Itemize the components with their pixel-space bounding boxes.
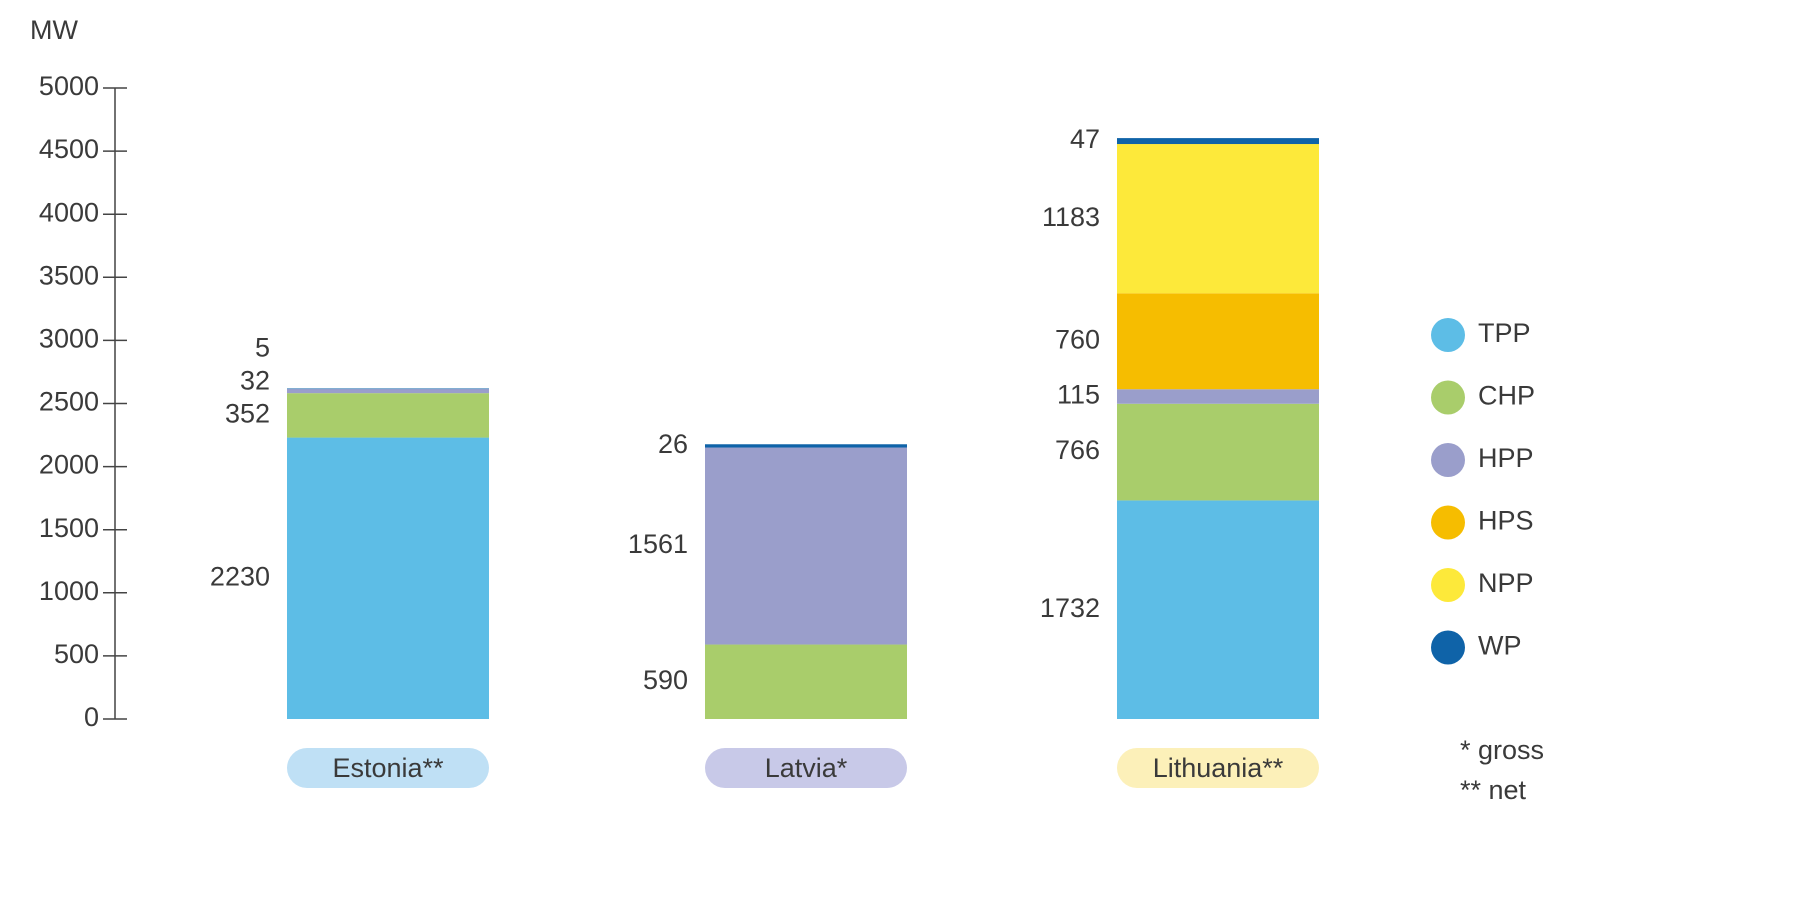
- bar-segment: [1117, 138, 1319, 145]
- y-tick-label: 3500: [39, 260, 99, 290]
- value-label: 760: [1055, 324, 1100, 354]
- legend-label: HPP: [1478, 443, 1534, 473]
- y-tick-label: 500: [54, 639, 99, 669]
- category-pill: [287, 748, 489, 788]
- value-label: 32: [240, 365, 270, 395]
- legend-label: TPP: [1478, 318, 1531, 348]
- value-label: 766: [1055, 435, 1100, 465]
- bar-segment: [1117, 293, 1319, 390]
- value-label: 2230: [210, 561, 270, 591]
- value-label: 1183: [1042, 202, 1100, 232]
- note: ** net: [1460, 775, 1527, 805]
- bar-segment: [705, 644, 907, 719]
- y-tick-label: 4000: [39, 197, 99, 227]
- bar-segment: [287, 393, 489, 438]
- bar-segment: [1117, 144, 1319, 294]
- legend-label: CHP: [1478, 381, 1535, 411]
- legend-swatch: [1431, 505, 1465, 540]
- x-tick-label: Lithuania**: [1153, 753, 1284, 783]
- y-tick-label: 3000: [39, 324, 99, 354]
- y-tick-label: 5000: [39, 71, 99, 101]
- y-tick-label: 1500: [39, 513, 99, 543]
- value-label: 1561: [628, 529, 688, 559]
- bar-segment: [705, 447, 907, 645]
- value-label: 115: [1057, 380, 1100, 410]
- category-pill: [705, 748, 907, 788]
- y-tick-label: 4500: [39, 134, 99, 164]
- legend-swatch: [1431, 443, 1465, 477]
- y-tick-label: 0: [84, 702, 99, 732]
- legend-label: HPS: [1478, 506, 1534, 536]
- y-tick-label: 2500: [39, 387, 99, 417]
- value-label: 352: [225, 398, 270, 428]
- legend-swatch: [1431, 568, 1465, 602]
- y-tick-label: 2000: [39, 450, 99, 480]
- legend-swatch: [1431, 630, 1465, 665]
- bar-segment: [1117, 500, 1319, 719]
- x-tick-label: Latvia*: [765, 753, 848, 783]
- value-label: 1732: [1040, 593, 1100, 623]
- value-label: 590: [643, 665, 688, 695]
- value-label: 26: [658, 429, 688, 459]
- category-pill: [1117, 748, 1319, 788]
- y-tick-label: 1000: [39, 576, 99, 606]
- legend-swatch: [1431, 380, 1465, 415]
- bar-segment: [705, 444, 907, 448]
- bar-segment: [1117, 389, 1319, 404]
- note: * gross: [1460, 735, 1544, 765]
- legend-swatch: [1431, 318, 1465, 352]
- value-label: 47: [1070, 124, 1100, 154]
- bar-segment: [287, 388, 489, 390]
- bar-segment: [287, 437, 489, 719]
- bar-segment: [1117, 403, 1319, 501]
- legend-label: WP: [1478, 631, 1522, 661]
- x-tick-label: Estonia**: [332, 753, 444, 783]
- value-label: 5: [255, 332, 270, 362]
- bar-segment: [287, 389, 489, 394]
- y-axis-label: MW: [30, 15, 78, 45]
- legend-label: NPP: [1478, 568, 1534, 598]
